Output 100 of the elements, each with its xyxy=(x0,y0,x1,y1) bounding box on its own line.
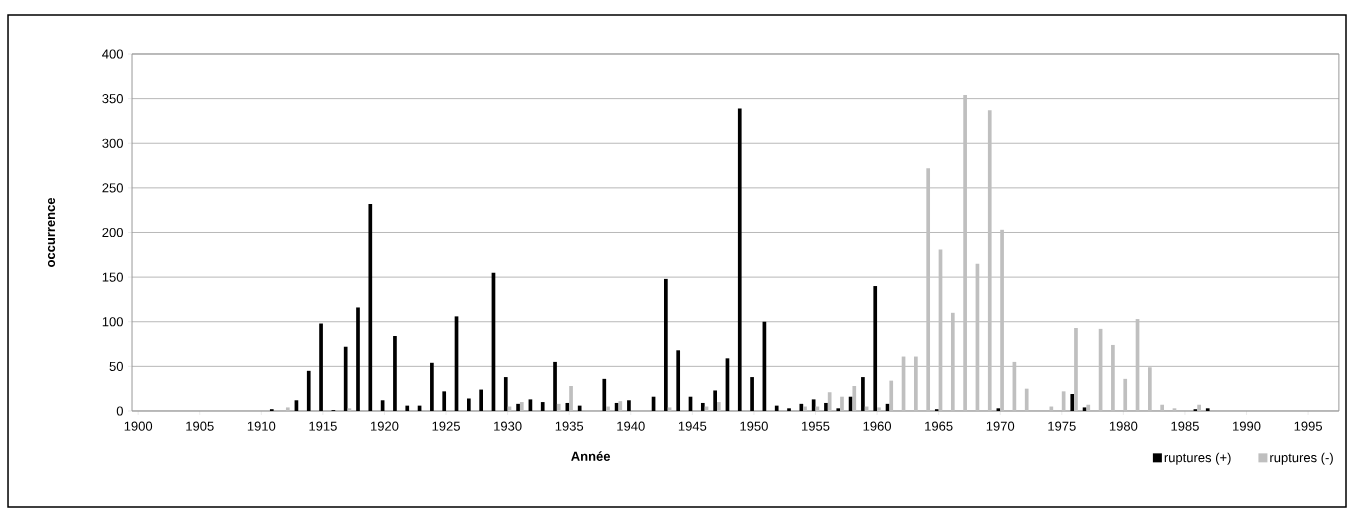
bar xyxy=(676,350,681,411)
bar xyxy=(836,408,841,411)
x-tick-label: 1985 xyxy=(1171,421,1199,431)
bar xyxy=(950,312,955,411)
bar xyxy=(606,406,610,411)
bar xyxy=(1086,404,1091,411)
x-tick-label: 1980 xyxy=(1109,421,1138,431)
bar xyxy=(430,362,434,411)
bar xyxy=(602,378,607,411)
bar xyxy=(503,377,508,411)
bar xyxy=(347,408,352,411)
bar xyxy=(466,398,471,411)
bar xyxy=(852,386,857,411)
bar xyxy=(1074,327,1078,411)
bar xyxy=(516,403,520,411)
bar xyxy=(1000,229,1004,411)
bar xyxy=(356,307,360,411)
bar xyxy=(393,336,397,411)
x-tick-label: 1900 xyxy=(124,421,153,431)
y-tick-label: 200 xyxy=(102,227,123,238)
bar xyxy=(1123,378,1128,411)
x-tick-label: 1990 xyxy=(1233,421,1261,431)
y-tick-label: 400 xyxy=(102,49,123,59)
bar xyxy=(627,400,631,411)
bar xyxy=(815,406,820,411)
y-tick-label: 350 xyxy=(102,94,123,104)
bar xyxy=(618,401,623,411)
legend-label: ruptures (+) xyxy=(1164,452,1231,465)
bar xyxy=(713,390,717,411)
bar xyxy=(540,402,545,411)
x-tick-label: 1940 xyxy=(617,421,645,431)
bar xyxy=(877,407,881,411)
y-tick-label: 250 xyxy=(102,183,123,193)
y-tick-label: 50 xyxy=(109,361,123,371)
bar xyxy=(1172,408,1177,411)
bar xyxy=(442,391,447,411)
bar xyxy=(840,396,844,411)
x-tick-label: 1970 xyxy=(986,421,1015,431)
bar xyxy=(787,408,791,411)
y-tick-label: 150 xyxy=(102,272,123,282)
y-axis-title: occurrence xyxy=(47,197,56,268)
bar xyxy=(405,405,410,411)
x-tick-label: 1960 xyxy=(863,421,892,431)
x-tick-label: 1910 xyxy=(247,421,276,431)
bar xyxy=(285,407,290,411)
x-tick-label: 1945 xyxy=(678,421,707,431)
bar xyxy=(1049,406,1054,411)
bar xyxy=(824,402,828,411)
bar xyxy=(700,402,705,411)
bar xyxy=(553,361,557,411)
bar xyxy=(577,405,582,411)
bar xyxy=(1082,407,1087,411)
x-tick-label: 1925 xyxy=(432,421,460,431)
bar xyxy=(1197,404,1201,411)
x-tick-label: 1930 xyxy=(494,421,522,431)
bar xyxy=(861,377,865,411)
bar xyxy=(963,95,967,411)
bar xyxy=(716,402,721,411)
bar xyxy=(306,370,311,411)
bar xyxy=(774,405,779,411)
x-tick-label: 1955 xyxy=(802,421,830,431)
bar xyxy=(556,403,561,411)
bar xyxy=(343,346,348,411)
y-tick-label: 300 xyxy=(102,138,123,148)
bar xyxy=(803,406,807,411)
x-tick-label: 1915 xyxy=(309,421,337,431)
x-axis-title: Année xyxy=(571,451,611,461)
x-tick-label: 1920 xyxy=(371,421,399,431)
bar xyxy=(664,278,668,411)
x-tick-label: 1965 xyxy=(925,421,953,431)
bar xyxy=(1148,367,1152,411)
bar xyxy=(914,356,918,411)
bar xyxy=(737,108,742,411)
x-tick-label: 1975 xyxy=(1048,421,1076,431)
bar xyxy=(1160,404,1165,411)
bar xyxy=(926,168,931,411)
bar xyxy=(368,203,373,411)
bar xyxy=(750,377,754,411)
x-tick-label: 1950 xyxy=(740,421,768,431)
bar xyxy=(873,286,878,411)
bar xyxy=(1205,408,1210,411)
bar xyxy=(1111,344,1115,411)
bar xyxy=(889,380,894,411)
bar xyxy=(1070,394,1075,411)
x-tick-label: 1905 xyxy=(186,421,214,431)
bar xyxy=(1024,388,1029,411)
y-tick-label: 100 xyxy=(102,317,123,327)
bar xyxy=(569,386,573,411)
bar xyxy=(319,323,323,411)
bar xyxy=(827,392,832,411)
legend-label: ruptures (-) xyxy=(1270,452,1333,465)
bar xyxy=(519,402,524,411)
x-tick-label: 1995 xyxy=(1294,421,1323,431)
y-tick-label: 0 xyxy=(116,406,123,416)
bar xyxy=(996,408,1001,411)
x-tick-label: 1935 xyxy=(555,421,584,431)
bar xyxy=(479,389,483,411)
bar xyxy=(667,407,672,411)
bar xyxy=(799,403,804,411)
bar xyxy=(987,110,992,411)
